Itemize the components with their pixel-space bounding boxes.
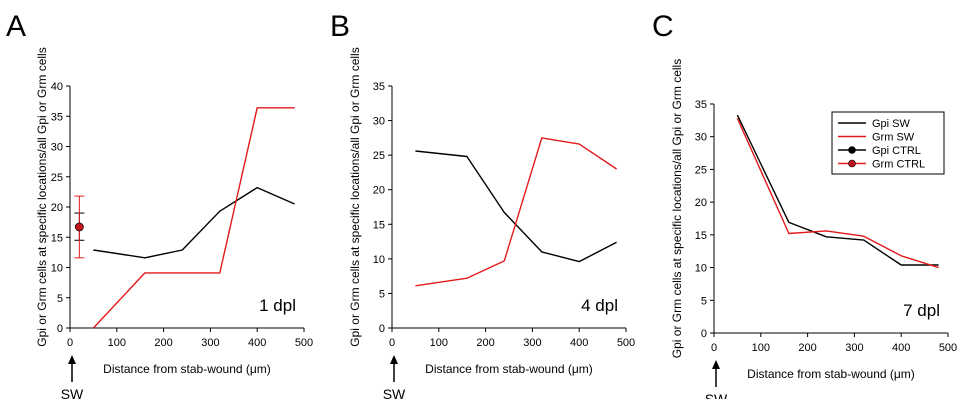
y-tick-label: 15 — [51, 232, 63, 244]
y-tick-label: 15 — [695, 230, 707, 242]
x-tick-label: 300 — [523, 337, 541, 349]
series-line-gpi-sw — [736, 114, 939, 266]
x-tick-label: 500 — [617, 337, 635, 349]
y-tick-label: 35 — [695, 99, 707, 111]
y-tick-label: 5 — [379, 288, 385, 300]
x-axis-label: Distance from stab-wound (μm) — [425, 362, 593, 376]
x-tick-label: 300 — [201, 337, 219, 349]
sw-label: SW — [705, 391, 728, 399]
x-tick-label: 100 — [430, 337, 448, 349]
x-tick-label: 400 — [570, 337, 588, 349]
series-line-grm-sw — [415, 137, 617, 287]
y-tick-label: 10 — [695, 263, 707, 275]
y-tick-label: 20 — [51, 202, 63, 214]
x-tick-label: 0 — [711, 342, 717, 354]
sw-arrow-head — [712, 360, 720, 369]
panel-letter: B — [330, 10, 350, 43]
y-tick-label: 0 — [57, 323, 63, 335]
sw-label: SW — [383, 386, 406, 399]
x-tick-label: 200 — [798, 342, 816, 354]
y-tick-label: 40 — [51, 81, 63, 93]
series-line-gpi-sw — [93, 186, 295, 259]
y-tick-label: 30 — [51, 142, 63, 154]
x-axis-label: Distance from stab-wound (μm) — [747, 367, 915, 381]
legend-swatch-marker — [848, 146, 856, 154]
y-tick-label: 20 — [373, 185, 385, 197]
y-tick-label: 10 — [51, 263, 63, 275]
y-tick-label: 0 — [379, 323, 385, 335]
y-tick-label: 0 — [701, 328, 707, 340]
y-tick-label: 5 — [701, 295, 707, 307]
sw-arrow-head — [390, 355, 398, 364]
x-tick-label: 0 — [67, 337, 73, 349]
annotation-label: 4 dpl — [581, 296, 618, 315]
x-tick-label: 100 — [108, 337, 126, 349]
x-tick-label: 400 — [248, 337, 266, 349]
data-point-grm-ctrl — [75, 222, 84, 232]
chart-panel-c: C 0 5 10 15 20 25 30 35 0 100 200 300 400 500 Gpi or Gr… — [652, 10, 957, 399]
y-tick-label: 25 — [373, 150, 385, 162]
x-tick-label: 500 — [295, 337, 313, 349]
y-tick-label: 35 — [51, 111, 63, 123]
x-tick-label: 500 — [939, 342, 957, 354]
y-tick-label: 30 — [373, 116, 385, 128]
x-tick-label: 200 — [476, 337, 494, 349]
panel-letter: A — [6, 10, 26, 43]
y-tick-label: 25 — [51, 172, 63, 184]
x-tick-label: 0 — [389, 337, 395, 349]
y-axis-label: Gpi or Grm cells at specific locations/a… — [35, 47, 49, 346]
legend-entry-label: Grm SW — [872, 132, 915, 144]
sw-arrow-head — [68, 355, 76, 364]
legend-swatch-marker — [848, 159, 856, 168]
y-tick-label: 25 — [695, 164, 707, 176]
x-tick-label: 100 — [752, 342, 770, 354]
x-tick-label: 400 — [892, 342, 910, 354]
annotation-label: 1 dpl — [259, 296, 296, 315]
x-tick-label: 300 — [845, 342, 863, 354]
chart-panel-b: B 0 5 10 15 20 25 30 35 0 100 200 300 400 500 Gpi or Gr… — [330, 10, 635, 399]
legend-entry-label: Grm CTRL — [872, 159, 925, 171]
panel-letter: C — [652, 10, 674, 43]
y-tick-label: 35 — [373, 81, 385, 93]
x-axis-label: Distance from stab-wound (μm) — [103, 362, 271, 376]
y-tick-label: 30 — [695, 132, 707, 144]
y-axis-label: Gpi or Grm cells at specific locations/a… — [348, 47, 362, 346]
series-line-gpi-sw — [415, 150, 617, 263]
annotation-label: 7 dpl — [903, 301, 940, 320]
y-axis-label: Gpi or Grm cells at specific locations/a… — [670, 59, 684, 358]
y-tick-label: 5 — [57, 293, 63, 305]
y-tick-label: 20 — [695, 197, 707, 209]
y-tick-label: 10 — [373, 254, 385, 266]
y-tick-label: 15 — [373, 219, 385, 231]
x-tick-label: 200 — [154, 337, 172, 349]
legend-entry-label: Gpi SW — [872, 118, 911, 130]
series-line-grm-sw — [92, 107, 295, 329]
series-line-grm-sw — [736, 118, 939, 269]
sw-label: SW — [61, 386, 84, 399]
legend-entry-label: Gpi CTRL — [872, 145, 921, 157]
